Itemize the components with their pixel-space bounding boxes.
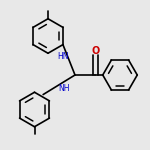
Text: HN: HN <box>57 52 69 61</box>
Text: NH: NH <box>58 84 69 93</box>
Text: O: O <box>91 46 99 56</box>
